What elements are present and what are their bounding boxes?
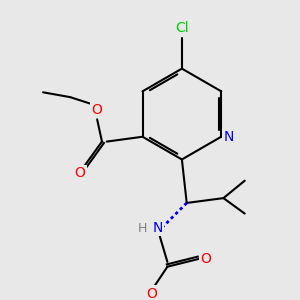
Text: O: O — [92, 103, 103, 117]
Text: H: H — [138, 222, 147, 235]
Text: O: O — [146, 287, 158, 300]
Text: N: N — [152, 221, 163, 235]
Text: O: O — [201, 252, 212, 266]
Text: Cl: Cl — [175, 21, 189, 35]
Text: O: O — [74, 167, 85, 181]
Text: N: N — [224, 130, 234, 144]
